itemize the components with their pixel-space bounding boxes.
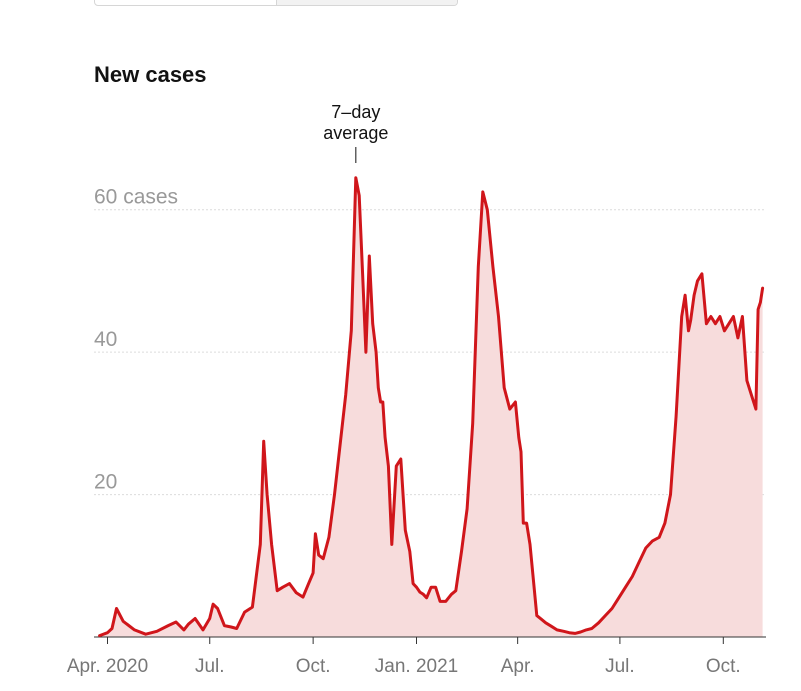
line-layer bbox=[98, 176, 765, 638]
x-tick-labels: Apr. 2020 Jul. Oct. Jan. 2021 Apr. Jul. Oct. bbox=[67, 637, 741, 677]
annotation-label: average bbox=[323, 123, 388, 143]
y-tick-labels: 60 cases 40 20 bbox=[94, 186, 178, 494]
seven-day-average-line bbox=[98, 176, 765, 638]
annotation-label: 7–day bbox=[331, 102, 380, 122]
grid-layer bbox=[94, 209, 766, 496]
cases-area bbox=[99, 177, 763, 637]
x-tick-label: Apr. 2020 bbox=[67, 656, 148, 677]
x-tick-label: Apr. bbox=[501, 656, 535, 677]
x-tick-label: Oct. bbox=[296, 656, 331, 677]
y-tick-label: 40 bbox=[94, 328, 117, 351]
x-tick-label: Jul. bbox=[195, 656, 225, 677]
view-toggle-option[interactable] bbox=[275, 0, 457, 5]
x-tick-label: Oct. bbox=[706, 656, 741, 677]
x-tick-label: Jan. 2021 bbox=[375, 656, 458, 677]
view-toggle[interactable] bbox=[94, 0, 458, 6]
chart-title: New cases bbox=[94, 62, 207, 87]
y-tick-label: 60 cases bbox=[94, 186, 178, 209]
area-layer bbox=[99, 177, 763, 637]
x-tick-label: Jul. bbox=[605, 656, 635, 677]
y-tick-label: 20 bbox=[94, 471, 117, 494]
